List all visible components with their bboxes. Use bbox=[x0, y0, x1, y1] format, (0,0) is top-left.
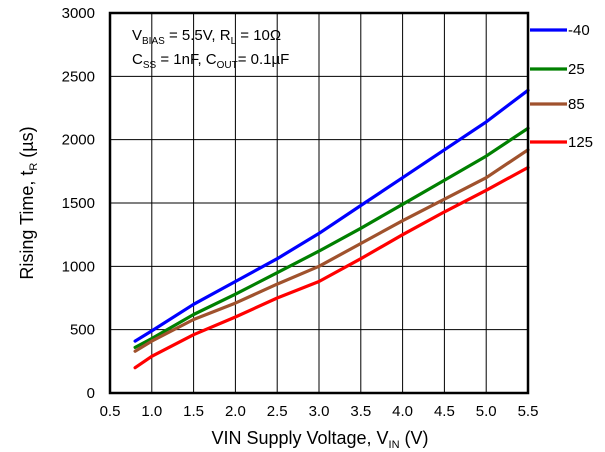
y-tick-label: 1500 bbox=[62, 195, 95, 212]
legend-label-125: 125 bbox=[568, 134, 593, 151]
plot-frame bbox=[108, 11, 530, 395]
x-tick-label: 4.0 bbox=[392, 403, 413, 420]
x-tick-label: 0.5 bbox=[100, 403, 121, 420]
legend-label-25: 25 bbox=[568, 61, 585, 78]
x-tick-label: 1.0 bbox=[141, 403, 162, 420]
y-tick-label: 500 bbox=[70, 322, 95, 339]
series-line-85 bbox=[133, 148, 530, 353]
x-tick-label: 4.5 bbox=[434, 403, 455, 420]
grid bbox=[110, 13, 528, 393]
y-tick-label: 3000 bbox=[62, 5, 95, 22]
series-line-25 bbox=[133, 126, 530, 349]
legend-label-85: 85 bbox=[568, 96, 585, 113]
series-line-125 bbox=[133, 165, 530, 370]
y-tick-label: 1000 bbox=[62, 258, 95, 275]
y-tick-label: 0 bbox=[87, 385, 95, 402]
tick-labels: 0.5 1.0 1.5 2.0 2.5 3.0 3.5 4.0 4.5 5.0 5.5 0 500 100… bbox=[62, 5, 539, 420]
x-tick-label: 5.5 bbox=[518, 403, 539, 420]
y-tick-label: 2000 bbox=[62, 132, 95, 149]
x-tick-label: 3.0 bbox=[309, 403, 330, 420]
series-lines bbox=[133, 88, 530, 370]
y-axis-label: Rising Time, tR (µs) bbox=[17, 126, 40, 279]
x-tick-label: 1.5 bbox=[183, 403, 204, 420]
y-tick-label: 2500 bbox=[62, 68, 95, 85]
legend: -40 25 85 125 bbox=[530, 22, 593, 151]
x-tick-label: 5.0 bbox=[476, 403, 497, 420]
legend-label--40: -40 bbox=[568, 22, 590, 39]
annotation-line-2: CSS = 1nF, COUT= 0.1µF bbox=[132, 51, 289, 71]
annotation-line-1: VBIAS = 5.5V, RL = 10Ω bbox=[132, 27, 281, 47]
series-line--40 bbox=[133, 88, 530, 343]
x-axis-label: VIN Supply Voltage, VIN (V) bbox=[211, 428, 428, 451]
x-tick-label: 2.0 bbox=[225, 403, 246, 420]
x-tick-label: 3.5 bbox=[350, 403, 371, 420]
x-tick-label: 2.5 bbox=[267, 403, 288, 420]
